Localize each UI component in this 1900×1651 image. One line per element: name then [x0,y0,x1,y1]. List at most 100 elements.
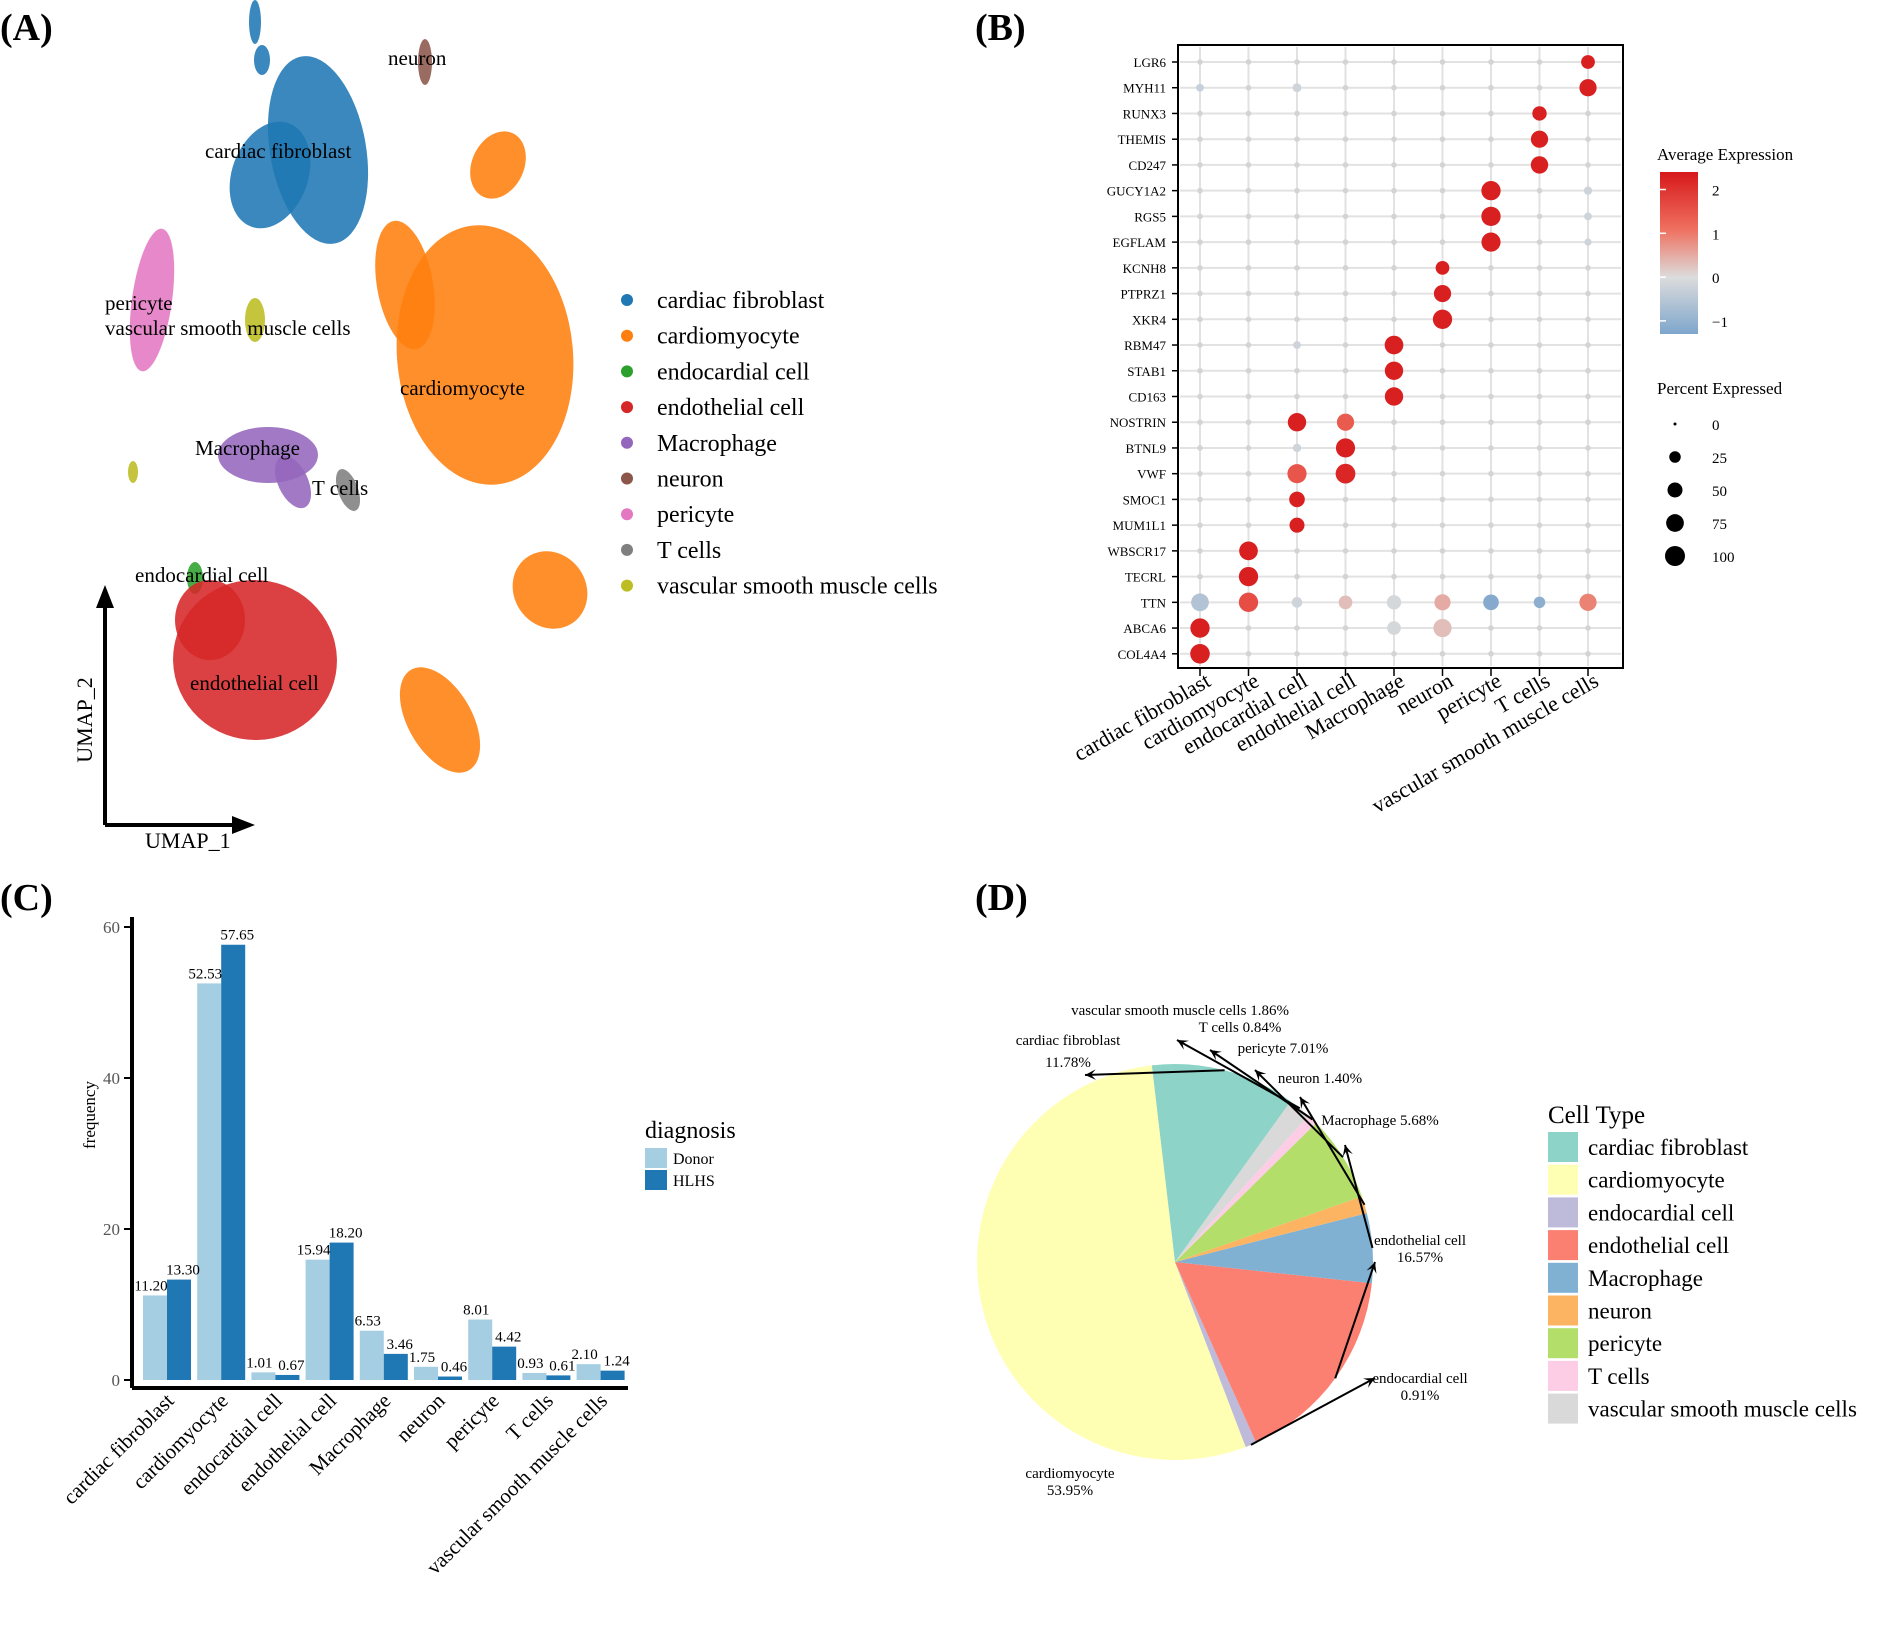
umap-label-vascular-smooth-muscle-cells: vascular smooth muscle cells [105,316,351,340]
dot-bg-point [1585,522,1591,528]
dot-bg-point [1585,162,1591,168]
dot-bg-point [1294,110,1300,117]
dot-myh11-endocardial-cell [1292,83,1302,93]
dot-bg-point [1585,367,1591,374]
bar-series [143,944,625,1380]
dot-bg-point [1391,650,1397,657]
dot-bg-point [1245,84,1252,91]
umap-legend-vascular-smooth-muscle-cells: vascular smooth muscle cells [657,574,938,600]
umap-blob-vascular-smooth-muscle-cells [245,298,265,342]
size-legend-label: 50 [1712,484,1727,500]
dot-bg-point [1197,419,1203,426]
dot-gucy1a2-vascular-smooth-muscle-cells [1583,186,1593,195]
dot-bg-point [1342,367,1349,374]
bar-legend-hlhs: HLHS [673,1173,715,1190]
umap1-arrowhead [232,816,255,834]
pie-pct-endothelial-cell: 16.57% [1397,1250,1443,1266]
pie-leader-endothelial-cell [1334,1261,1376,1379]
dot-bg-point [1585,393,1591,400]
dot-rgs5-pericyte [1481,206,1501,227]
umap-y-label: UMAP_2 [72,677,97,763]
dot-bg-point [1391,496,1397,503]
umap-label-endocardial-cell: endocardial cell [135,563,269,587]
dot-bg-point [1391,573,1397,580]
pie-leader-pericyte [1254,1069,1344,1158]
pie-slice-labels: cardiac fibroblast 11.78% cardiomyocyte53.… [1016,1003,1468,1499]
dot-bg-point [1197,342,1203,348]
cbar-tick-label: 2 [1712,184,1720,200]
dot-bg-point [1536,367,1543,374]
dot-bg-point [1536,470,1543,477]
umap-cluster-endothelial-cell [173,579,337,741]
bar-value-label: 4.42 [495,1330,521,1346]
umap-legend-swatch-neuron [621,472,633,485]
dot-bg-point [1488,367,1494,374]
pie-legend-swatch-cardiac-fibroblast [1548,1132,1578,1162]
pie-slice-cardiac-fibroblast [1151,1063,1291,1262]
bar-y-axis: 0 20 40 60 [103,917,628,1390]
dot-gene-label-rgs5: RGS5 [1134,209,1166,224]
dot-bg-point [1245,290,1252,297]
umap-label-cardiac-fibroblast: cardiac fibroblast [205,139,352,163]
bar-legend-swatch-hlhs [645,1170,667,1190]
pie-legend-macrophage: Macrophage [1588,1266,1703,1291]
bar-value-label: 0.67 [278,1358,305,1374]
dot-themis-t-cells [1530,130,1549,148]
dot-bg-point [1488,162,1494,168]
dot-bg-point [1488,136,1494,142]
dot-cd247-t-cells [1530,156,1549,174]
umap-label-neuron: neuron [388,46,447,70]
pie-pct-vascular-smooth-muscle-cells: 1.86% [1250,1003,1289,1019]
dot-bg-point [1585,650,1591,657]
dot-bg-point [1245,265,1252,271]
dot-cd163-macrophage [1384,387,1404,406]
bar-hlhs-endocardial-cell [275,1374,300,1380]
pie-label-name-vascular-smooth-muscle-cells: vascular smooth muscle cells [1071,1003,1247,1019]
dot-bg-point [1245,187,1252,194]
umap-legend-cardiac-fibroblast: cardiac fibroblast [657,288,825,314]
bar-value-label: 11.20 [134,1278,167,1294]
umap-legend-swatch-macrophage [621,436,633,449]
umap-blob-pericyte [129,228,175,372]
pie-pct-t-cells: 0.84% [1243,1020,1282,1036]
dot-bg-point [1585,496,1591,503]
dot-bg-point [1439,136,1446,142]
dot-bg-point [1245,162,1252,168]
dot-kcnh8-neuron [1435,260,1450,275]
dot-gene-label-ptprz1: PTPRZ1 [1120,287,1166,302]
pie-arrowhead-pericyte [1255,1070,1267,1082]
dot-bg-point [1294,367,1300,374]
pie-arrowhead-cardiac-fibroblast [1085,1069,1096,1080]
dot-gene-label-xkr4: XKR4 [1132,312,1166,327]
pie-legend-swatch-pericyte [1548,1328,1578,1359]
dot-bg-point [1294,316,1300,323]
bar-donor-macrophage [359,1330,384,1380]
dot-bg-point [1294,265,1300,271]
bar-y-tick-label: 60 [103,918,120,937]
dotplot-gridlines [1172,47,1621,676]
bar-value-label: 57.65 [220,928,254,944]
dot-bg-point [1197,265,1203,271]
dot-bg-point [1585,470,1591,477]
bar-legend: diagnosis Donor HLHS [645,1118,736,1190]
bar-value-label: 0.61 [549,1358,575,1374]
pie-pct-endocardial-cell: 0.91% [1401,1388,1440,1404]
pie-label-pericyte: pericyte 7.01% [1238,1041,1329,1057]
pie-label-name-t-cells: T cells [1199,1020,1239,1036]
bar-hlhs-cardiomyocyte [221,944,246,1380]
bar-hlhs-neuron [438,1376,462,1380]
dot-bg-point [1439,59,1446,65]
dot-bg-point [1439,110,1446,117]
dot-nostrin-endocardial-cell [1287,413,1307,432]
dot-bg-point [1342,239,1349,245]
pie-legend-cardiomyocyte: cardiomyocyte [1588,1168,1725,1193]
pie-legend-swatch-neuron [1548,1295,1578,1326]
bar-value-label: 13.30 [166,1263,200,1279]
dot-bg-point [1342,110,1349,117]
dot-bg-point [1536,496,1543,503]
umap-blob-cardiomyocyte [396,225,574,485]
dot-bg-point [1391,522,1397,528]
